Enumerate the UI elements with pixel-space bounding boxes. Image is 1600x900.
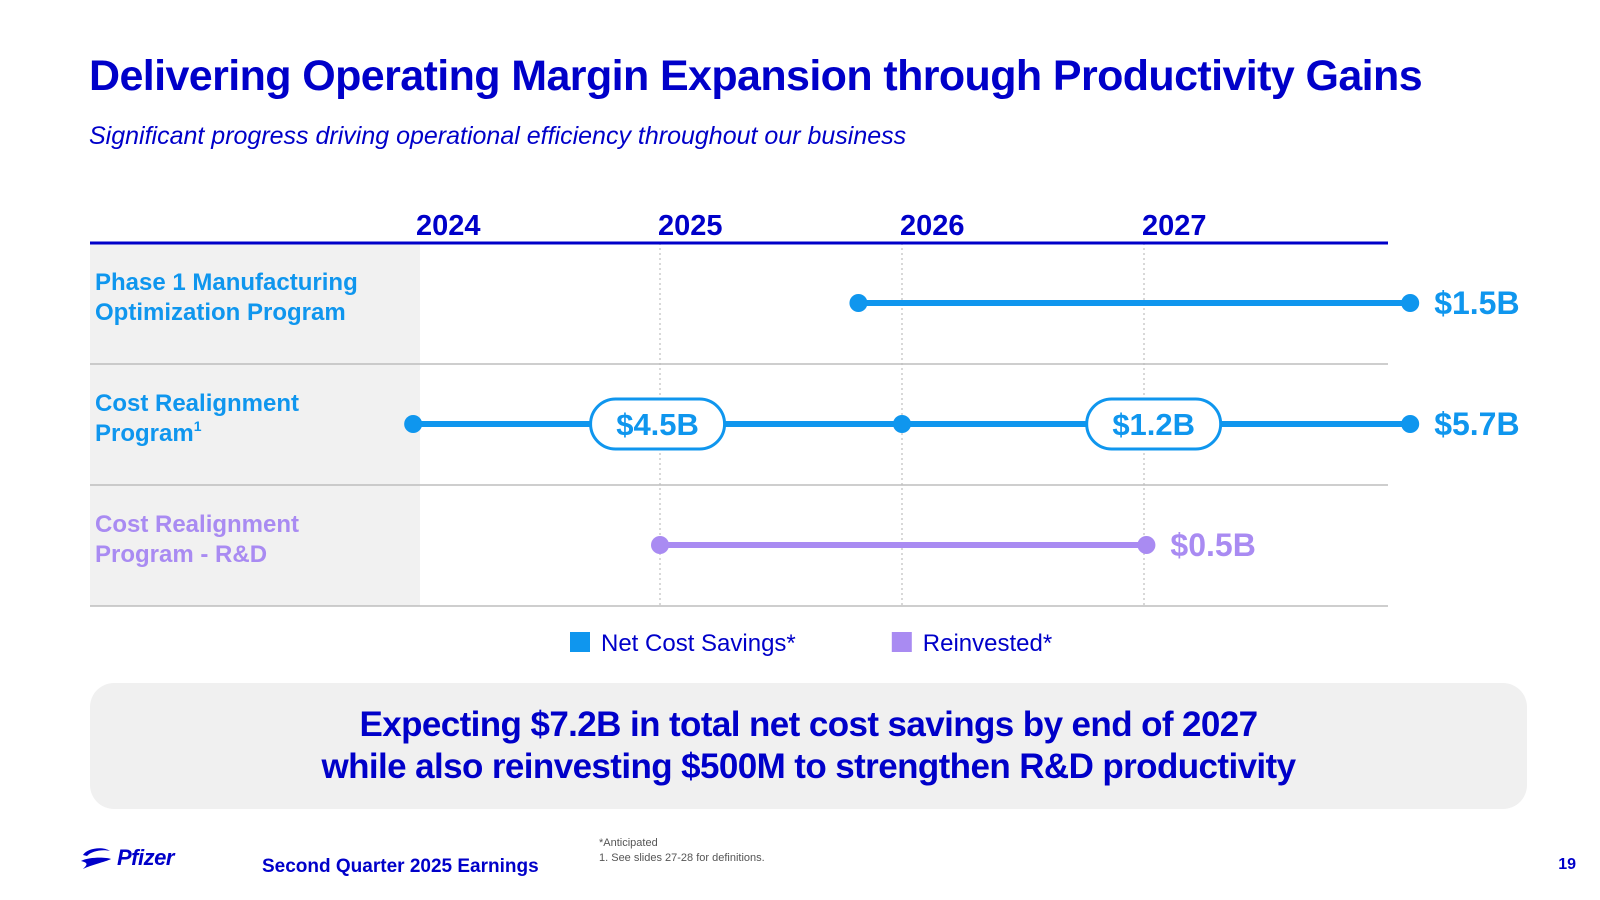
legend-swatch (891, 632, 912, 652)
row-label-superscript: 1 (194, 418, 202, 434)
callout-line-2: while also reinvesting $500M to strength… (321, 747, 1297, 786)
savings-timeline-chart: 2024 2025 2026 2027 Phase 1 Manufacturing Opt… (90, 210, 1520, 657)
timeline-end-dot (1137, 536, 1156, 554)
row-label-line: Cost Realignment (95, 511, 299, 538)
legend-label: Reinvested* (923, 630, 1052, 657)
timeline-end-dot (1401, 415, 1420, 433)
row-total-label: $5.7B (1434, 406, 1519, 442)
row-label-line: Program - R&D (95, 541, 267, 568)
page-number: 19 (1558, 856, 1576, 873)
year-label: 2027 (1142, 210, 1207, 242)
row-label-line: Phase 1 Manufacturing (95, 269, 358, 296)
row-label: Cost Realignment Program1 (95, 390, 299, 447)
timeline-start-dot (404, 415, 423, 433)
company-logo: Pfizer (79, 845, 174, 871)
callout-line-1: Expecting $7.2B in total net cost saving… (359, 705, 1258, 744)
timeline-start-dot (651, 536, 669, 554)
pfizer-swoosh-icon (81, 848, 111, 869)
row-label-line: Cost Realignment (95, 390, 299, 417)
row-label: Cost Realignment Program - R&D (95, 511, 299, 568)
row-label-background (90, 485, 420, 606)
row-total-label: $0.5B (1170, 527, 1255, 563)
row-label-line: Program (95, 420, 194, 447)
year-label: 2026 (900, 210, 965, 242)
year-label: 2024 (416, 210, 481, 242)
row-label-line: Optimization Program (95, 299, 346, 326)
legend-label: Net Cost Savings* (601, 630, 796, 657)
segment-value-label: $4.5B (616, 407, 699, 442)
segment-value-pill (1085, 397, 1223, 451)
event-label: Second Quarter 2025 Earnings (262, 856, 539, 877)
timeline-start-dot (849, 294, 868, 312)
timeline-mid-dot (893, 415, 911, 433)
row-total-label: $1.5B (1434, 285, 1519, 321)
row-label-background (90, 364, 420, 485)
legend-swatch (570, 632, 590, 652)
slide-subtitle: Significant progress driving operational… (89, 122, 907, 150)
row-label-background (90, 243, 420, 364)
footnote-anticipated: *Anticipated (599, 837, 658, 849)
summary-callout: Expecting $7.2B in total net cost saving… (90, 683, 1527, 809)
company-name: Pfizer (117, 845, 174, 870)
row-label: Phase 1 Manufacturing Optimization Progra… (95, 269, 358, 326)
footnote-definitions: 1. See slides 27-28 for definitions. (599, 852, 765, 864)
timeline-end-dot (1401, 294, 1420, 312)
segment-value-pill (589, 397, 727, 451)
year-label: 2025 (658, 210, 723, 242)
segment-value-label: $1.2B (1112, 407, 1195, 442)
slide-title: Delivering Operating Margin Expansion th… (89, 52, 1423, 100)
